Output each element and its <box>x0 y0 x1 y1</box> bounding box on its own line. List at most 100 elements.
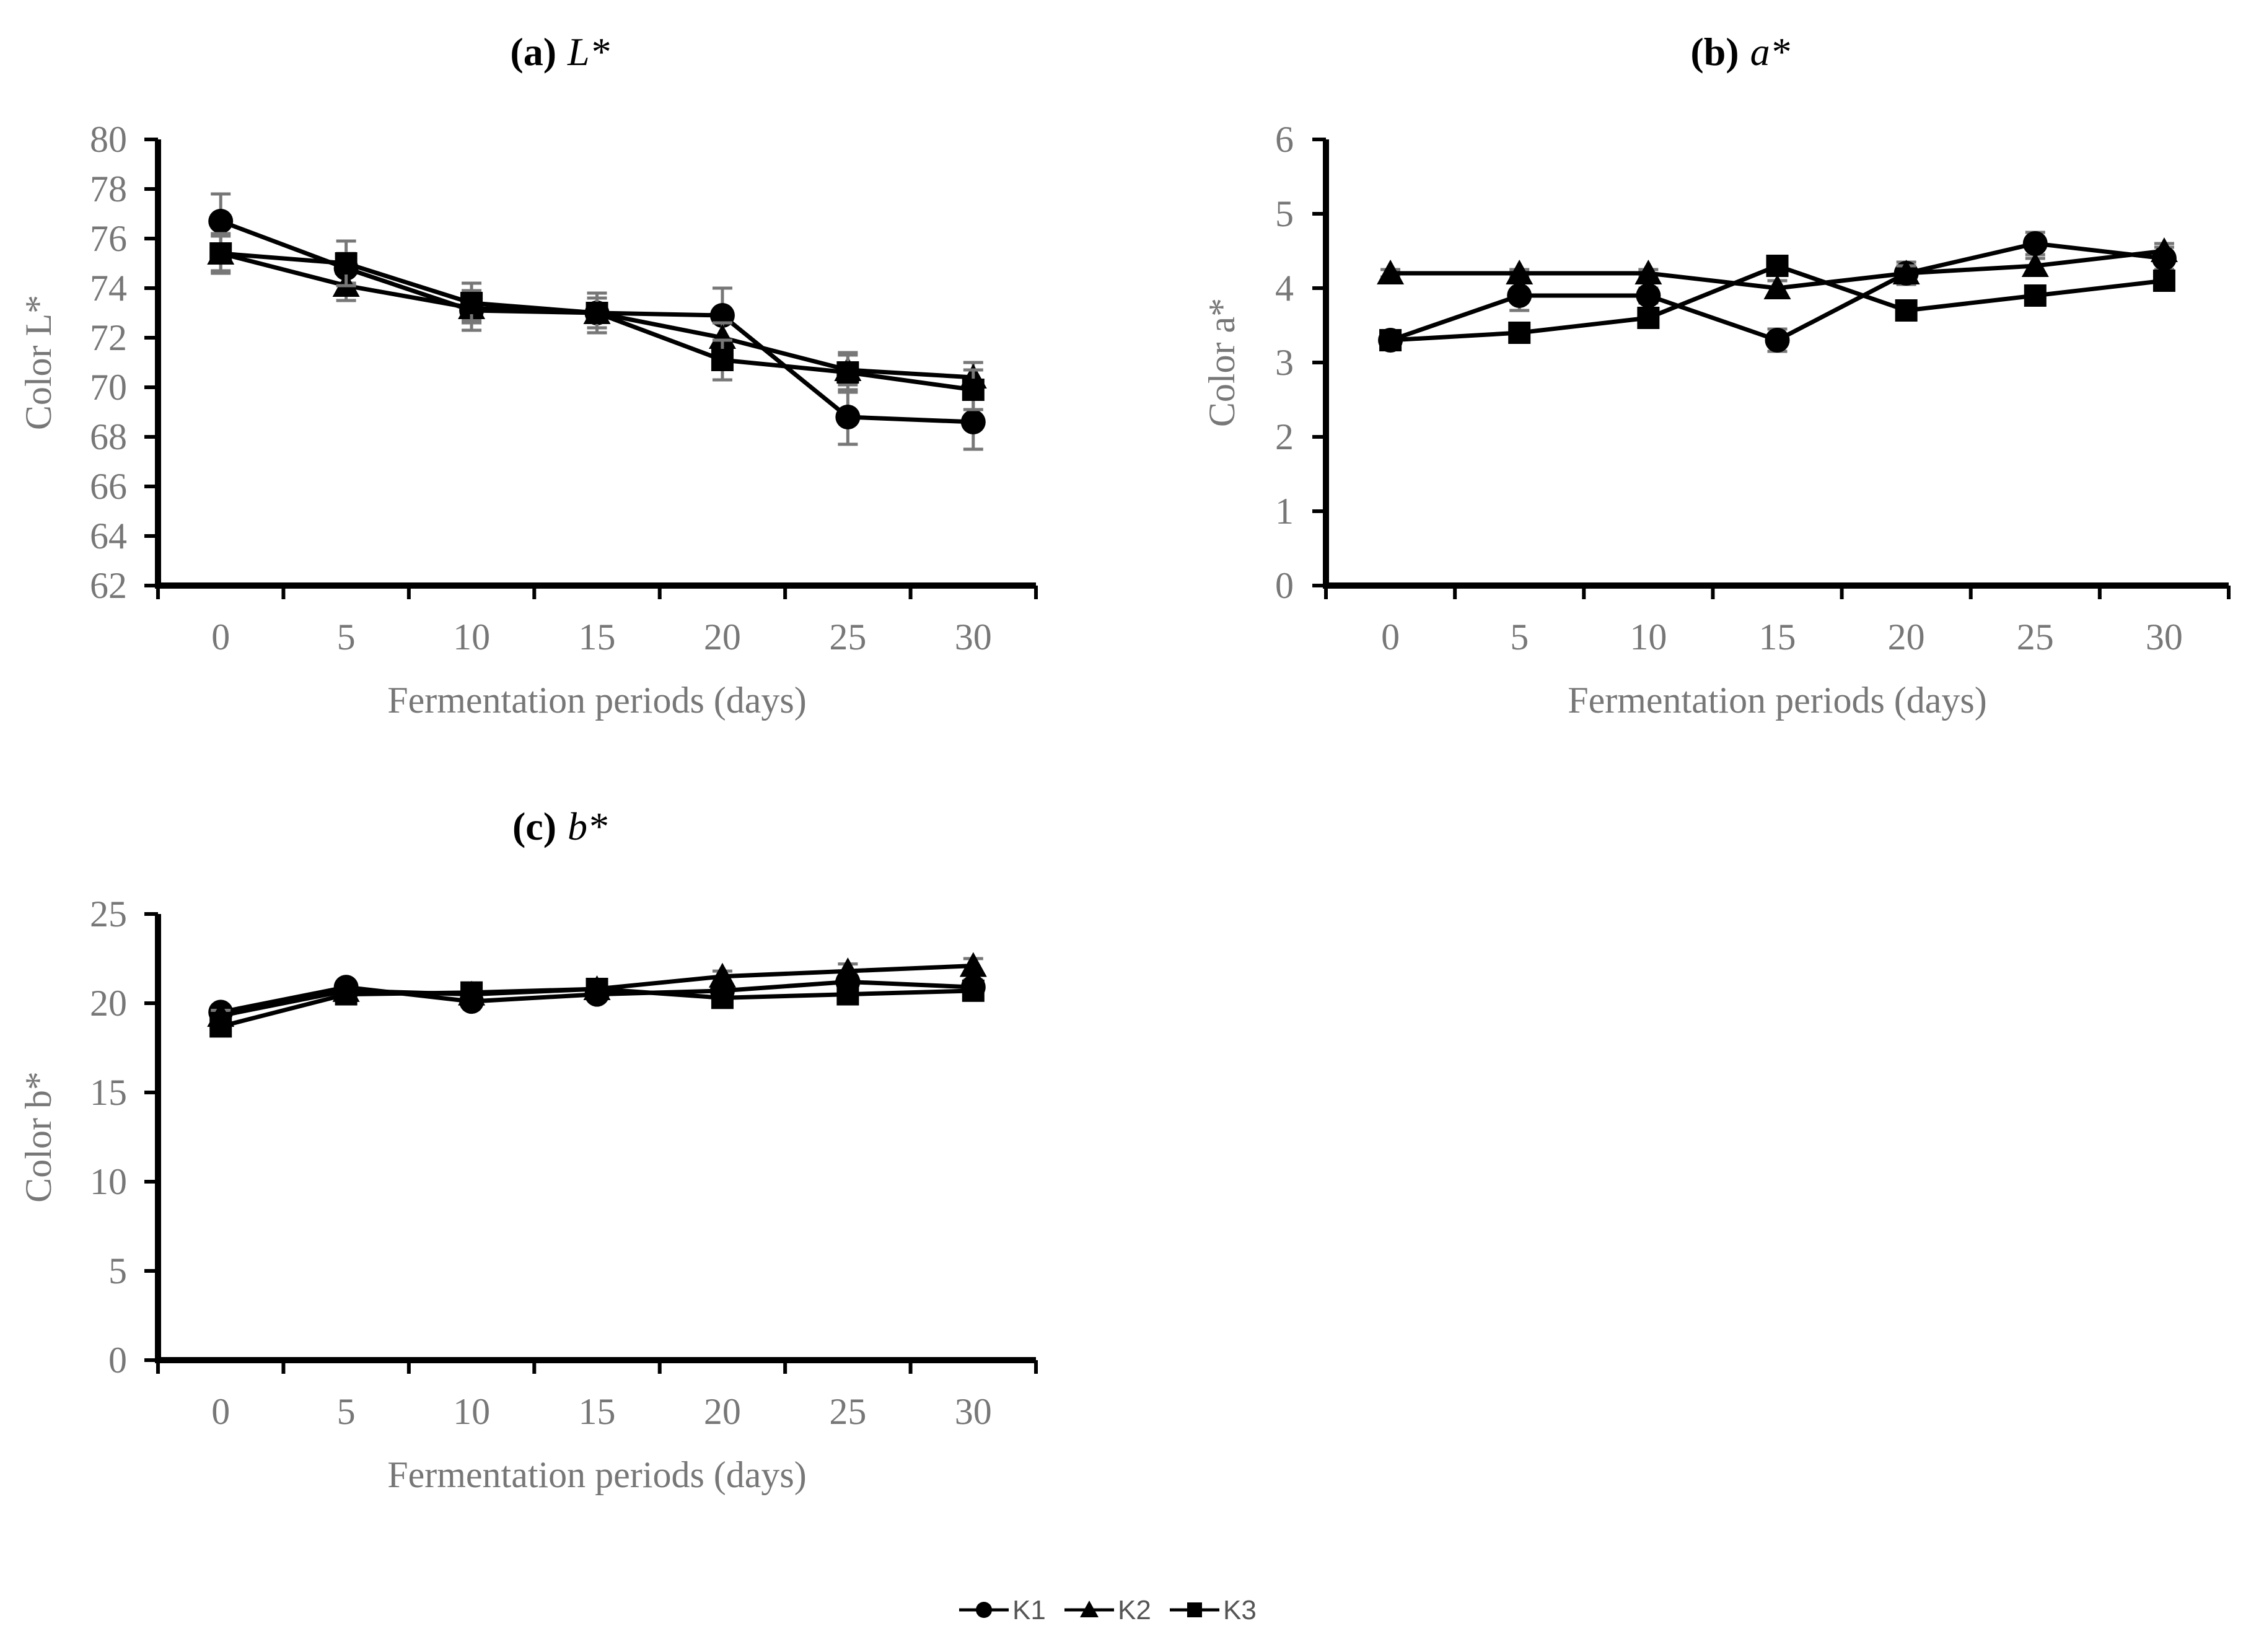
y-tick-label: 15 <box>90 1072 127 1113</box>
square-marker-k3 <box>460 292 483 314</box>
legend-label: K1 <box>1012 1595 1046 1625</box>
chart-title: (c) b* <box>512 804 607 848</box>
triangle-marker-k2 <box>708 324 736 349</box>
square-marker-k3 <box>1895 299 1918 322</box>
triangle-marker-k2 <box>1506 260 1534 284</box>
series-k2 <box>1377 237 2178 299</box>
y-tick-label: 6 <box>1275 119 1294 160</box>
legend-square-marker <box>1187 1602 1202 1617</box>
x-tick-label: 5 <box>337 1391 356 1432</box>
x-tick-label: 25 <box>829 1391 866 1432</box>
legend-item-k1: K1 <box>959 1595 1046 1625</box>
circle-marker-k1 <box>1636 283 1661 308</box>
y-tick-label: 64 <box>90 516 127 556</box>
square-marker-k3 <box>586 302 608 324</box>
y-axis-label: Color L* <box>18 295 59 430</box>
triangle-marker-k2 <box>2021 252 2049 277</box>
triangle-marker-k2 <box>959 952 987 977</box>
x-axis-label: Fermentation periods (days) <box>1568 680 1987 721</box>
triangle-marker-k2 <box>708 962 736 988</box>
chart-title-variable: b* <box>568 804 607 848</box>
legend-triangle-marker <box>1080 1601 1099 1617</box>
y-tick-label: 62 <box>90 565 127 606</box>
panel-a-chart: (a) L* 62 64 66 68 70 72 74 76 78 80 0 5 10 15 20 25 30 Fer… <box>18 30 1038 721</box>
legend-label: K3 <box>1223 1595 1257 1625</box>
square-marker-k3 <box>836 983 859 1006</box>
y-tick-label: 10 <box>90 1161 127 1202</box>
series-k3 <box>1379 255 2175 351</box>
x-tick-label: 0 <box>211 617 230 657</box>
series-k3 <box>209 232 985 411</box>
x-axis-label: Fermentation periods (days) <box>387 680 807 721</box>
chart-title: (a) L* <box>510 30 609 74</box>
legend-item-k3: K3 <box>1170 1595 1257 1625</box>
panel-b-chart: (b) a* 0 1 2 3 4 5 6 0 5 10 15 20 25 30 Fermentation per… <box>1201 30 2231 721</box>
chart-title-variable: L* <box>567 30 610 74</box>
x-tick-label: 10 <box>453 617 490 657</box>
triangle-marker-k2 <box>1763 275 1791 299</box>
x-tick-label: 20 <box>1888 617 1925 657</box>
square-marker-k3 <box>2152 270 2175 292</box>
circle-marker-k1 <box>960 410 986 434</box>
chart-title-variable: a* <box>1750 30 1790 74</box>
y-tick-label: 2 <box>1275 416 1294 457</box>
panel-c-chart: (c) b* 0 5 10 15 20 25 0 5 10 15 20 25 30 Fermentation … <box>18 804 1038 1495</box>
y-tick-label: 0 <box>108 1340 127 1381</box>
y-tick-label: 78 <box>90 169 127 209</box>
triangle-marker-k2 <box>2150 237 2178 262</box>
square-marker-k3 <box>460 981 483 1004</box>
y-tick-label: 68 <box>90 416 127 457</box>
circle-marker-k1 <box>1507 283 1532 308</box>
y-tick-label: 1 <box>1275 491 1294 532</box>
y-axis-label: Color b* <box>18 1071 59 1203</box>
square-marker-k3 <box>962 979 985 1002</box>
square-marker-k3 <box>209 242 232 265</box>
y-tick-label: 76 <box>90 218 127 259</box>
circle-marker-k1 <box>2022 231 2048 256</box>
square-marker-k3 <box>1637 307 1660 329</box>
y-tick-label: 3 <box>1275 342 1294 383</box>
x-tick-label: 20 <box>704 1391 741 1432</box>
square-marker-k3 <box>1766 255 1789 277</box>
circle-marker-k1 <box>208 209 234 234</box>
x-tick-label: 15 <box>579 1391 616 1432</box>
y-tick-label: 72 <box>90 317 127 358</box>
chart-title-prefix: (c) <box>512 804 556 848</box>
y-tick-label: 0 <box>1275 565 1294 606</box>
y-tick-label: 5 <box>108 1250 127 1291</box>
x-tick-label: 0 <box>1381 617 1400 657</box>
legend: K1 K2 K3 <box>959 1595 1257 1625</box>
square-marker-k3 <box>1508 322 1531 344</box>
triangle-marker-k2 <box>834 957 862 983</box>
x-tick-label: 15 <box>1759 617 1796 657</box>
square-marker-k3 <box>586 977 608 1000</box>
x-tick-label: 30 <box>2146 617 2183 657</box>
circle-marker-k1 <box>835 405 861 429</box>
x-tick-label: 25 <box>829 617 866 657</box>
legend-item-k2: K2 <box>1064 1595 1151 1625</box>
y-tick-label: 20 <box>90 983 127 1024</box>
x-tick-label: 5 <box>1510 617 1529 657</box>
x-tick-label: 0 <box>211 1391 230 1432</box>
x-tick-label: 20 <box>704 617 741 657</box>
y-tick-label: 5 <box>1275 193 1294 234</box>
y-axis-label: Color a* <box>1201 298 1242 427</box>
square-marker-k3 <box>711 986 734 1009</box>
circle-marker-k1 <box>1765 328 1790 353</box>
square-marker-k3 <box>711 349 734 371</box>
square-marker-k3 <box>2024 284 2047 307</box>
square-marker-k3 <box>209 1015 232 1038</box>
x-tick-label: 30 <box>955 1391 992 1432</box>
triangle-marker-k2 <box>1634 260 1662 284</box>
y-tick-label: 25 <box>90 894 127 934</box>
square-marker-k3 <box>335 983 358 1006</box>
square-marker-k3 <box>1379 329 1402 351</box>
y-tick-label: 70 <box>90 367 127 408</box>
x-tick-label: 10 <box>453 1391 490 1432</box>
x-tick-label: 15 <box>579 617 616 657</box>
triangle-marker-k2 <box>1377 260 1405 284</box>
x-tick-label: 25 <box>2017 617 2054 657</box>
legend-circle-marker <box>976 1602 992 1618</box>
chart-title-prefix: (b) <box>1690 30 1739 74</box>
